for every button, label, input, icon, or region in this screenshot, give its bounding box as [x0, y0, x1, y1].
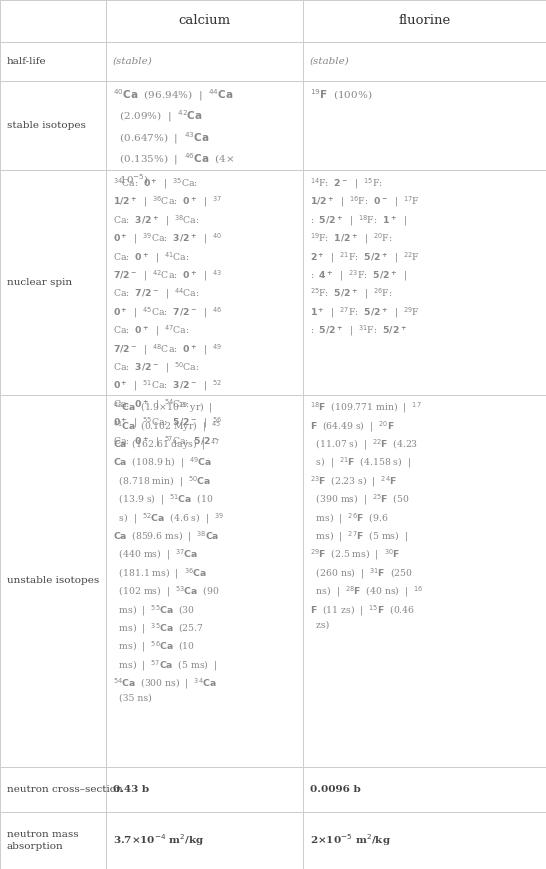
Text: $^{14}$F:  $\mathbf{2^-}$  |  $^{15}$F:
$\mathbf{1/2^+}$  |  $^{16}$F:  $\mathbf: $^{14}$F: $\mathbf{2^-}$ | $^{15}$F: $\m… — [310, 176, 419, 338]
Text: 0.0096 b: 0.0096 b — [310, 785, 360, 794]
Text: $^{40}$$\bf{Ca}$  (96.94%)  |  $^{44}$$\bf{Ca}$
  (2.09%)  |  $^{42}$$\bf{Ca}$
 : $^{40}$$\bf{Ca}$ (96.94%) | $^{44}$$\bf{… — [113, 87, 235, 188]
Text: (stable): (stable) — [113, 56, 153, 66]
Text: 2×10$^{-5}$ m$^2$/kg: 2×10$^{-5}$ m$^2$/kg — [310, 833, 390, 848]
Text: $^{48}$$\bf{Ca}$  (1.9×10$^{19}$ yr)  |
$^{41}$$\bf{Ca}$  (0.102 Myr)  |  $^{45}: $^{48}$$\bf{Ca}$ (1.9×10$^{19}$ yr) | $^… — [113, 401, 224, 703]
Text: 0.43 b: 0.43 b — [113, 785, 149, 794]
Text: stable isotopes: stable isotopes — [7, 121, 85, 130]
Text: nuclear spin: nuclear spin — [7, 278, 72, 287]
Text: neutron cross–section: neutron cross–section — [7, 785, 122, 794]
Text: 3.7×10$^{-4}$ m$^2$/kg: 3.7×10$^{-4}$ m$^2$/kg — [113, 833, 205, 848]
Text: $^{34}$Ca:  $\mathbf{0^+}$  |  $^{35}$Ca:
$\mathbf{1/2^+}$  |  $^{36}$Ca:  $\mat: $^{34}$Ca: $\mathbf{0^+}$ | $^{35}$Ca: $… — [113, 176, 222, 448]
Text: unstable isotopes: unstable isotopes — [7, 576, 99, 586]
Text: neutron mass
absorption: neutron mass absorption — [7, 830, 78, 851]
Text: $^{18}$$\bf{F}$  (109.771 min)  |  $^{17}$
$\bf{F}$  (64.49 s)  |  $^{20}$$\bf{F: $^{18}$$\bf{F}$ (109.771 min) | $^{17}$ … — [310, 401, 423, 629]
Text: fluorine: fluorine — [399, 15, 450, 27]
Text: calcium: calcium — [179, 15, 231, 27]
Text: half-life: half-life — [7, 56, 46, 66]
Text: (stable): (stable) — [310, 56, 349, 66]
Text: $^{19}$$\bf{F}$  (100%): $^{19}$$\bf{F}$ (100%) — [310, 87, 372, 102]
